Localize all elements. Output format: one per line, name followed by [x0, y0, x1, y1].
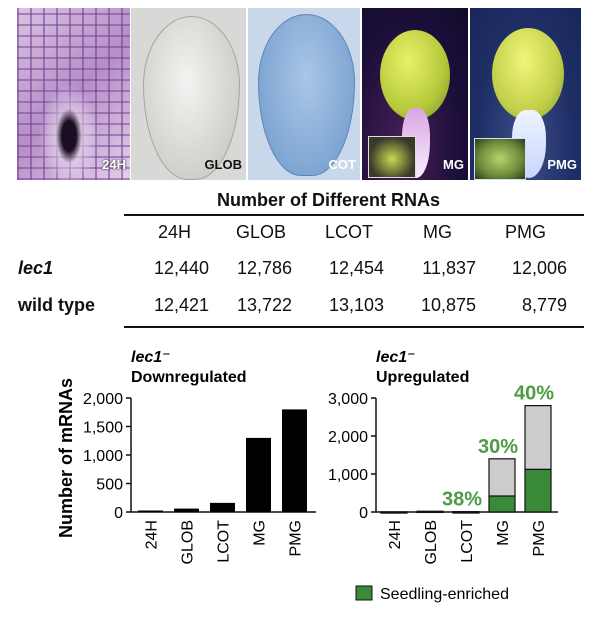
up-bar-other-pmg — [524, 404, 552, 471]
down-x-tick-label: LCOT — [216, 520, 233, 563]
up-bar-seedling-mg — [488, 495, 516, 513]
table-cell: 13,722 — [236, 295, 292, 315]
chart-title-upregulated: lec1⁻ — [376, 349, 416, 366]
chart-subtitle-upregulated: Upregulated — [376, 369, 469, 386]
mg-inset-image — [368, 136, 416, 178]
table-cell: 13,103 — [328, 295, 384, 315]
table-cell: 12,454 — [328, 258, 384, 278]
legend-label: Seedling-enriched — [380, 586, 509, 603]
table-cell: 12,440 — [153, 258, 209, 278]
pmg-seed-image — [492, 28, 564, 120]
down-bar-lcot — [210, 502, 235, 512]
down-y-tick-label: 1,000 — [83, 448, 123, 465]
mg-seed-image — [380, 30, 450, 120]
micrograph-mg: MG — [362, 8, 468, 180]
up-x-tick-label: 24H — [387, 520, 404, 549]
up-y-tick-label: 1,000 — [328, 467, 368, 484]
up-bar-other-mg — [488, 458, 516, 497]
up-bar-seedling-lcot — [452, 511, 480, 514]
cot-embryo-image — [258, 14, 355, 176]
upregulated-chart: 0 1,000 2,000 3,000 38% 30% 40% 24H GLOB LCOT MG PM… — [328, 383, 558, 564]
up-y-tick-label: 0 — [359, 505, 368, 522]
down-x-tick-label: PMG — [288, 520, 305, 556]
table-cell: 8,779 — [521, 295, 567, 315]
table-bottom-rule — [124, 326, 584, 328]
panel-label-glob: GLOB — [204, 157, 242, 172]
up-bar-other-24h — [380, 511, 408, 514]
down-x-tick-label: MG — [252, 520, 269, 546]
up-bar-other-glob — [416, 510, 444, 514]
up-x-tick-label: GLOB — [423, 520, 440, 564]
down-y-tick-label: 500 — [96, 477, 123, 494]
up-percent-label-pmg: 40% — [514, 383, 554, 405]
down-x-tick-label: 24H — [144, 520, 161, 549]
table-row-label: wild type — [18, 295, 96, 315]
chart-title-downregulated: lec1⁻ — [131, 349, 171, 366]
up-percent-label-mg: 30% — [478, 436, 518, 458]
table-title: Number of Different RNAs — [217, 190, 441, 210]
up-x-tick-label: PMG — [531, 520, 548, 556]
legend-swatch — [355, 585, 373, 601]
panel-label-cot: COT — [328, 157, 356, 172]
up-percent-label-lcot: 38% — [442, 489, 482, 511]
y-axis-label: Number of mRNAs — [56, 378, 76, 538]
table-col-header: 24H — [158, 222, 192, 242]
down-y-tick-label: 1,500 — [83, 420, 123, 437]
table-cell: 12,421 — [153, 295, 209, 315]
up-x-tick-label: MG — [495, 520, 512, 546]
up-y-tick-label: 3,000 — [328, 391, 368, 408]
table-cell: 10,875 — [420, 295, 476, 315]
panel-label-24h: 24H — [102, 157, 126, 172]
down-bar-pmg — [282, 409, 307, 512]
bar-charts: Number of mRNAs lec1⁻ Downregulated lec1… — [56, 349, 558, 603]
table-cell: 12,786 — [236, 258, 292, 278]
table-cell: 12,006 — [511, 258, 567, 278]
micrograph-glob: GLOB — [131, 8, 246, 180]
down-bar-glob — [174, 508, 199, 512]
chart-subtitle-downregulated: Downregulated — [131, 369, 247, 386]
down-bar-mg — [246, 437, 271, 512]
up-y-tick-label: 2,000 — [328, 429, 368, 446]
table-col-header: GLOB — [236, 222, 287, 242]
table-top-rule — [124, 214, 584, 216]
down-y-tick-label: 0 — [114, 505, 123, 522]
micrograph-24h: 24H — [17, 8, 130, 180]
down-y-tick-label: 2,000 — [83, 391, 123, 408]
down-x-tick-label: GLOB — [180, 520, 197, 564]
table-col-header: PMG — [505, 222, 547, 242]
down-bar-24h — [138, 510, 163, 512]
table-cell: 11,837 — [422, 258, 476, 278]
table-col-header: MG — [423, 222, 452, 242]
rna-count-table: Number of Different RNAs 24H GLOB LCOT M… — [18, 190, 584, 328]
panel-label-mg: MG — [443, 157, 464, 172]
micrograph-cot: COT — [248, 8, 360, 180]
table-col-header: LCOT — [325, 222, 374, 242]
glob-embryo-image — [143, 16, 240, 180]
up-bar-seedling-pmg — [524, 468, 552, 513]
pmg-inset-image — [474, 138, 526, 180]
up-x-tick-label: LCOT — [459, 520, 476, 563]
downregulated-chart: 0 500 1,000 1,500 2,000 24H GLOB LCOT MG PMG — [83, 391, 316, 564]
micrograph-pmg: PMG — [470, 8, 581, 180]
panel-label-pmg: PMG — [547, 157, 577, 172]
table-row-label: lec1 — [18, 258, 54, 278]
